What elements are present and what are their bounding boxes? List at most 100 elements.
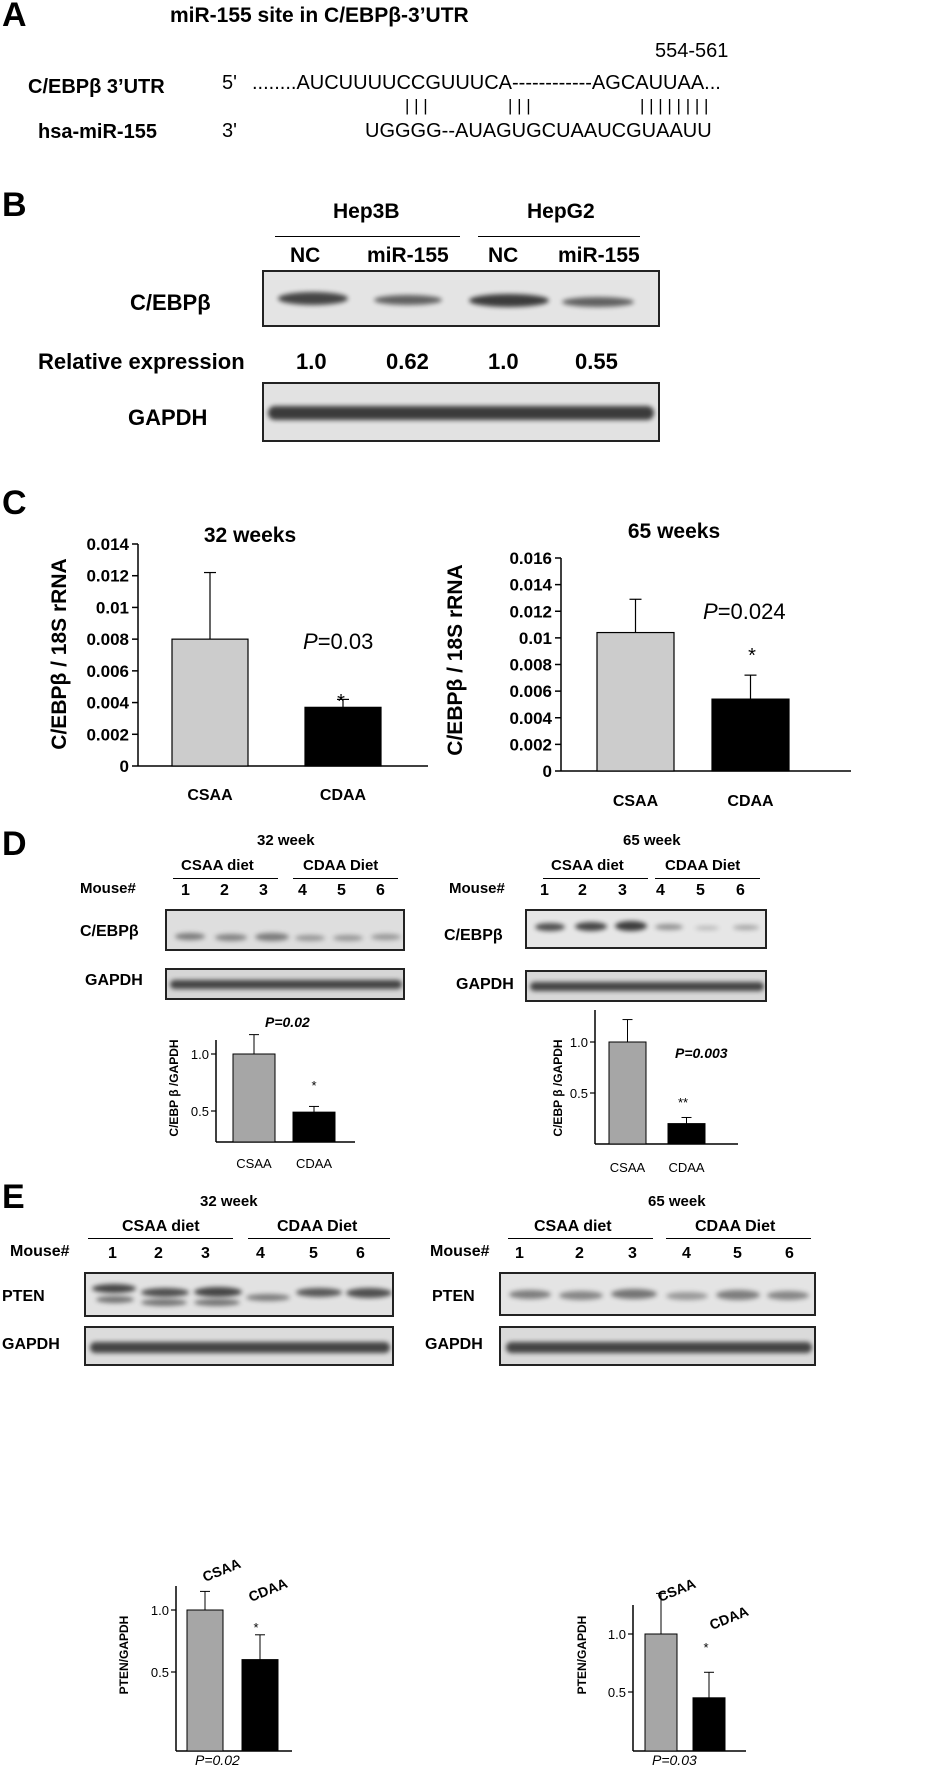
mouse-number: 3 [618, 882, 627, 899]
significance-star: * [748, 645, 756, 667]
p-value: P=0.02 [265, 1014, 310, 1030]
blot-row-label: PTEN [432, 1288, 475, 1305]
x-category-label: CSAA [613, 793, 659, 810]
y-axis-label: PTEN/GAPDH [117, 1616, 131, 1695]
mouse-number: 5 [337, 882, 346, 899]
group-underline [248, 1238, 390, 1239]
site-position: 554-561 [655, 40, 729, 62]
blot-band [575, 922, 607, 931]
blot-band [333, 935, 363, 941]
pairing-marks-3: | | | | | | | | [640, 96, 709, 115]
diet-label: CSAA diet [122, 1218, 200, 1235]
blot-band [346, 1288, 392, 1298]
blot-band [278, 292, 348, 305]
panel-e-letter: E [2, 1178, 25, 1216]
blot-row-label: C/EBPβ [444, 927, 503, 944]
x-category-label: CDAA [707, 1603, 751, 1633]
mouse-number: 1 [181, 882, 190, 899]
gapdh-blot [84, 1326, 394, 1366]
bar [644, 1633, 678, 1752]
mir-sequence: UGGGG--AUAGUGCUAAUCGUAAUU [365, 120, 712, 142]
mouse-number: 2 [575, 1245, 584, 1262]
blot-row-label: C/EBPβ [130, 290, 211, 315]
mouse-label: Mouse# [430, 1243, 490, 1260]
y-axis-label: C/EBPβ / 18S rRNA [444, 564, 467, 755]
group-underline [478, 236, 640, 237]
group-underline [508, 1238, 653, 1239]
y-tick-label: 0.008 [86, 630, 129, 649]
bar [171, 638, 249, 767]
blot-row-label: GAPDH [85, 972, 143, 989]
bar [304, 706, 382, 767]
y-tick-label: 0.014 [86, 535, 129, 554]
pten-blot [499, 1272, 816, 1316]
mouse-number: 2 [578, 882, 587, 899]
relative-expression-label: Relative expression [38, 349, 245, 374]
y-axis-label: C/EBP β /GAPDH [551, 1039, 565, 1136]
blot-band [559, 1291, 603, 1300]
relative-expression-value: 0.62 [386, 349, 429, 374]
blot-band [92, 1284, 136, 1293]
bar [596, 631, 675, 772]
bar [608, 1041, 647, 1145]
panel-d-right-title: 65 week [623, 832, 681, 849]
gapdh-blot [525, 970, 767, 1002]
blot-band [716, 1290, 760, 1300]
bar [711, 698, 790, 772]
diet-label: CDAA Diet [695, 1218, 776, 1235]
panel-c-letter: C [2, 484, 27, 522]
bar [692, 1697, 726, 1752]
blot-band [194, 1287, 242, 1297]
utr-sequence: ........AUCUUUUCCGUUUCA------------AGCAU… [252, 72, 721, 94]
blot-band [695, 926, 719, 930]
blot-band [246, 1294, 290, 1301]
blot-band [509, 1290, 551, 1299]
pairing-marks-2: | | | [508, 96, 531, 115]
mouse-number: 2 [220, 882, 229, 899]
lane-label: miR-155 [558, 244, 640, 267]
y-tick-label: 1.0 [570, 1035, 588, 1050]
mouse-number: 5 [309, 1245, 318, 1262]
panel-e-left-title: 32 week [200, 1193, 258, 1210]
significance-star: ** [678, 1095, 688, 1110]
panel-d-left-title: 32 week [257, 832, 315, 849]
group-underline [275, 236, 460, 237]
panel-a-title: miR-155 site in C/EBPβ-3’UTR [170, 4, 469, 27]
blot-band [141, 1299, 187, 1306]
cebpb-blot [262, 270, 660, 327]
group-underline [666, 1238, 811, 1239]
mouse-number: 6 [785, 1245, 794, 1262]
mouse-number: 6 [356, 1245, 365, 1262]
blot-band [666, 1292, 708, 1300]
mouse-number: 6 [376, 882, 385, 899]
chart-title: 32 weeks [204, 524, 296, 547]
p-value: P=0.02 [195, 1752, 240, 1768]
blot-band [96, 1296, 134, 1303]
y-tick-label: 1.0 [608, 1627, 626, 1642]
blot-band [255, 933, 289, 941]
y-tick-label: 0.012 [509, 602, 552, 621]
mouse-number: 4 [298, 882, 307, 899]
blot-band [530, 982, 764, 991]
mouse-label: Mouse# [10, 1243, 70, 1260]
mouse-number: 1 [540, 882, 549, 899]
x-category-label: CDAA [727, 793, 774, 810]
y-tick-label: 0 [120, 757, 129, 776]
bar [292, 1111, 336, 1143]
gapdh-blot [499, 1326, 816, 1366]
gapdh-blot [165, 968, 405, 1000]
y-tick-label: 1.0 [151, 1603, 169, 1618]
diet-label: CSAA diet [181, 857, 254, 874]
y-tick-label: 0.006 [509, 682, 552, 701]
x-category-label: CDAA [320, 787, 367, 804]
blot-band [170, 980, 402, 989]
relative-expression-value: 0.55 [575, 349, 618, 374]
lane-label: NC [290, 244, 321, 267]
cebpb-blot [525, 909, 767, 949]
mouse-number: 1 [515, 1245, 524, 1262]
bar [667, 1123, 706, 1145]
mouse-number: 5 [733, 1245, 742, 1262]
blot-row-label: PTEN [2, 1288, 45, 1305]
y-axis-label: PTEN/GAPDH [575, 1616, 589, 1695]
